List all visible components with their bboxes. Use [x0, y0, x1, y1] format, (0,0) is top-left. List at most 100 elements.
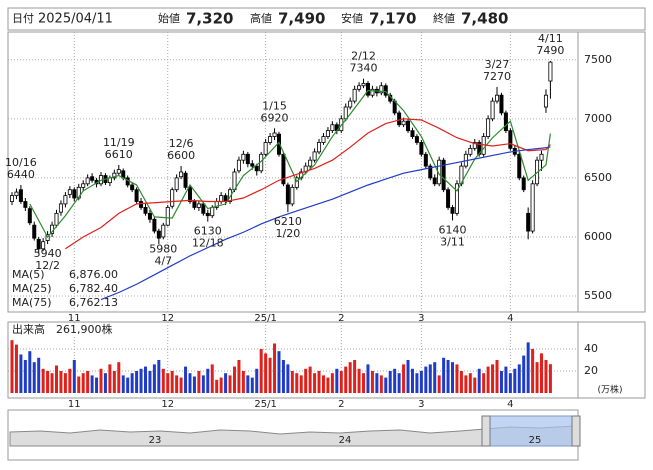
candle-body: [179, 171, 184, 178]
volume-bar: [535, 362, 539, 393]
field-value: 7,320: [186, 10, 233, 28]
volume-bar: [317, 370, 321, 393]
candle-body: [543, 94, 548, 108]
volume-bar: [370, 370, 374, 393]
candle-body: [325, 130, 330, 137]
navigator-handle-right[interactable]: [571, 415, 581, 447]
candle-body: [370, 88, 375, 96]
candle-body: [441, 159, 446, 191]
volume-bar: [482, 373, 486, 393]
date-label: 日付: [12, 12, 34, 25]
candle-body: [410, 130, 415, 137]
candle-body: [539, 153, 544, 161]
volume-bar: [135, 370, 139, 393]
volume-bar: [152, 364, 156, 393]
volume-bar: [268, 357, 272, 393]
navigator-selection[interactable]: [487, 415, 575, 447]
volume-bar: [28, 351, 32, 393]
volume-bar: [77, 376, 81, 393]
annotation-date: 1/15: [262, 99, 287, 112]
volume-bar: [540, 353, 544, 393]
volume-bar: [103, 373, 107, 393]
field-label: 安値: [341, 11, 363, 25]
volume-bar: [188, 373, 192, 393]
x-tick-label: 2: [338, 313, 344, 324]
candle-body: [383, 85, 388, 96]
volume-bar: [504, 366, 508, 393]
candle-body: [27, 208, 32, 224]
candle-body: [18, 189, 23, 202]
candle-body: [294, 177, 299, 188]
candle-body: [285, 184, 290, 205]
candle-body: [446, 189, 451, 208]
volume-bar: [161, 368, 165, 393]
volume-bar: [548, 364, 552, 393]
volume-bar: [446, 359, 450, 393]
candle-body: [508, 130, 513, 149]
annotation-value: 7340: [350, 62, 378, 75]
annotation-value: 6610: [105, 148, 133, 161]
volume-latest: 261,900株: [56, 322, 113, 336]
candle-body: [272, 132, 277, 137]
volume-bar: [259, 348, 263, 393]
x-tick-label: 11: [68, 399, 81, 410]
candle-body: [32, 224, 37, 239]
y-tick-label: 7000: [584, 112, 612, 125]
candle-body: [201, 203, 206, 214]
ma-line: [100, 146, 551, 301]
volume-bar: [513, 368, 517, 393]
volume-bar: [330, 373, 334, 393]
candle-body: [58, 203, 63, 213]
volume-bar: [241, 370, 245, 393]
navigator-label: 25: [529, 435, 542, 446]
candle-body: [379, 85, 384, 94]
volume-bar: [237, 359, 241, 393]
navigator-handle-left[interactable]: [481, 415, 491, 447]
candle-body: [321, 136, 326, 143]
annotation-date: 12/2: [35, 259, 60, 272]
volume-bar: [375, 373, 379, 393]
annotation-value: 7490: [536, 44, 564, 57]
volume-bar: [166, 373, 170, 393]
volume-bar: [206, 368, 210, 393]
candle-body: [254, 165, 259, 172]
candle-body: [414, 136, 419, 143]
y-tick-label: 5500: [584, 289, 612, 302]
candle-body: [454, 183, 459, 214]
candle-body: [263, 142, 268, 155]
candle-body: [210, 207, 215, 217]
ma-line: [65, 118, 551, 250]
x-tick-label: 4: [507, 399, 513, 410]
volume-bar: [339, 370, 343, 393]
annotation-date: 10/16: [5, 156, 37, 169]
candle-body: [401, 120, 406, 126]
candle-body: [196, 203, 201, 208]
field-value: 7,170: [369, 10, 416, 28]
x-tick-label: 12: [161, 399, 174, 410]
candle-body: [161, 224, 166, 238]
volume-bar: [384, 377, 388, 393]
legend-value: 6,782.40: [69, 282, 118, 295]
volume-bar: [108, 364, 112, 393]
volume-bar: [486, 366, 490, 393]
volume-bar: [424, 366, 428, 393]
volume-bar: [357, 368, 361, 393]
volume-bar: [388, 370, 392, 393]
field-label: 高値: [250, 11, 272, 25]
navigator-label: 23: [149, 435, 162, 446]
candle-body: [468, 147, 473, 155]
volume-bar: [442, 357, 446, 393]
candle-body: [486, 118, 491, 137]
field-label: 始値: [158, 11, 180, 25]
y-tick-label: 7500: [584, 53, 612, 66]
candle-body: [343, 106, 348, 120]
volume-bar: [295, 373, 299, 393]
legend-name: MA(25): [12, 282, 52, 295]
x-tick-label: 3: [418, 313, 424, 324]
annotation-date: 12/18: [192, 237, 224, 250]
volume-bar: [419, 370, 423, 393]
volume-bar: [215, 379, 219, 393]
candle-body: [81, 183, 86, 188]
volume-bar: [46, 370, 50, 393]
y-tick-label: 6000: [584, 230, 612, 243]
